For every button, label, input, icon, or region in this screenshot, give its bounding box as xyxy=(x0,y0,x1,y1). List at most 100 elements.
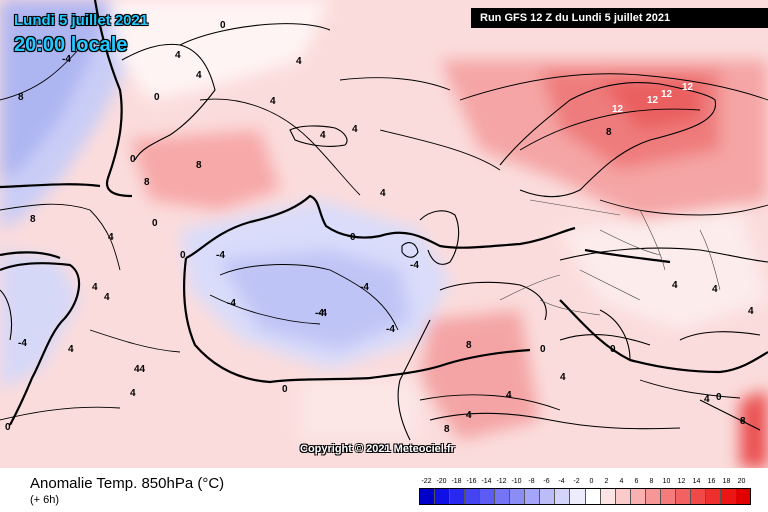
legend-swatch xyxy=(480,489,496,504)
legend-color-bar xyxy=(419,488,751,505)
legend-tick-label: 10 xyxy=(662,478,671,485)
contour-label: -4 xyxy=(360,282,369,293)
contour-label: 4 xyxy=(108,232,114,243)
legend-swatch xyxy=(465,489,481,504)
contour-label: 0 xyxy=(220,20,226,31)
contour-label: 12 xyxy=(682,82,694,93)
legend-swatch xyxy=(690,489,706,504)
contour-label: 12 xyxy=(647,95,659,106)
legend-swatch xyxy=(600,489,616,504)
legend-tick-label: 6 xyxy=(634,478,639,485)
legend-swatch xyxy=(540,489,556,504)
contour-label: 8 xyxy=(444,424,450,435)
legend-swatch xyxy=(420,489,436,504)
legend-swatch xyxy=(630,489,646,504)
temperature-anomaly-map: 8 -4 0 0 4 4 8 8 4 4 4 0 0 4 8 12 12 12 … xyxy=(0,0,768,468)
legend-tick-label: -14 xyxy=(481,478,492,485)
contour-label: 4 xyxy=(92,282,98,293)
zero-isotherm xyxy=(0,0,768,426)
contour-label: 8 xyxy=(466,340,472,351)
contour-label: 8 xyxy=(18,92,24,103)
contour-label: 12 xyxy=(612,104,624,115)
contour-label: 0 xyxy=(5,422,11,433)
legend-swatch xyxy=(705,489,721,504)
contour-label: 4 xyxy=(712,284,718,295)
contour-label: 12 xyxy=(661,89,673,100)
map-subtitle: (+ 6h) xyxy=(30,494,60,506)
legend-swatch xyxy=(645,489,661,504)
contour-label: 0 xyxy=(540,344,546,355)
contour-label: 4 xyxy=(270,96,276,107)
legend-tick-label: -6 xyxy=(543,478,550,485)
legend-ticks: -22 -20 -18 -16 -14 -12 -10 -8 -6 -4 -2 0 2 4 6 8 10 12 14… xyxy=(419,478,749,488)
isotherm-labels: 8 -4 0 0 4 4 8 8 4 4 4 0 0 4 8 12 12 12 … xyxy=(5,20,754,435)
contour-label: 4 xyxy=(196,70,202,81)
contour-label: 0 xyxy=(282,384,288,395)
run-info-box: Run GFS 12 Z du Lundi 5 juillet 2021 xyxy=(471,8,768,28)
legend-swatch xyxy=(735,489,751,504)
legend-swatch xyxy=(720,489,736,504)
contour-label: 4 xyxy=(104,292,110,303)
legend-tick-label: -22 xyxy=(421,478,432,485)
legend-tick-label: 12 xyxy=(677,478,686,485)
legend-tick-label: -20 xyxy=(436,478,447,485)
legend-tick-label: -16 xyxy=(466,478,477,485)
contour-label: -4 xyxy=(18,338,27,349)
contour-label: 4 xyxy=(380,188,386,199)
date-label: Lundi 5 juillet 2021 xyxy=(14,12,149,29)
contour-label: 8 xyxy=(30,214,36,225)
contour-label: 0 xyxy=(130,154,136,165)
contour-label: 4 xyxy=(68,344,74,355)
contour-label: -4 xyxy=(227,298,236,309)
contour-label: 4 xyxy=(748,306,754,317)
legend-swatch xyxy=(495,489,511,504)
contour-label: -4 xyxy=(318,308,327,319)
legend-swatch xyxy=(555,489,571,504)
anomaly-shading xyxy=(0,0,768,468)
legend-tick-label: 18 xyxy=(722,478,731,485)
contour-label: 0 xyxy=(152,218,158,229)
legend-swatch xyxy=(615,489,631,504)
contour-label: -4 xyxy=(62,54,71,65)
contour-label: 0 xyxy=(350,232,356,243)
color-legend: -22 -20 -18 -16 -14 -12 -10 -8 -6 -4 -2 0 2 4 6 8 10 12 14… xyxy=(419,478,751,505)
legend-swatch xyxy=(435,489,451,504)
copyright-notice: Copyright © 2021 Meteociel.fr xyxy=(300,443,455,455)
isotherm-lines xyxy=(0,47,768,421)
contour-label: 8 xyxy=(606,127,612,138)
legend-tick-label: -4 xyxy=(558,478,565,485)
legend-swatch xyxy=(450,489,466,504)
contour-label: 4 xyxy=(672,280,678,291)
contour-label: 4 xyxy=(352,124,358,135)
contour-label: 0 xyxy=(610,344,616,355)
legend-swatch xyxy=(510,489,526,504)
legend-tick-label: 0 xyxy=(589,478,594,485)
contour-label: 4 xyxy=(296,56,302,67)
legend-tick-label: 4 xyxy=(619,478,624,485)
coastlines xyxy=(0,23,768,441)
contour-label: 4 xyxy=(130,388,136,399)
contour-label: 8 xyxy=(196,160,202,171)
contour-label: -4 xyxy=(315,308,324,319)
legend-tick-label: 16 xyxy=(707,478,716,485)
country-borders xyxy=(499,199,721,316)
map-title: Anomalie Temp. 850hPa (°C) xyxy=(30,475,225,492)
contour-label: 44 xyxy=(134,364,146,375)
contour-label: 0 xyxy=(154,92,160,103)
contour-label: -4 xyxy=(216,250,225,261)
contour-label: -4 xyxy=(410,260,419,271)
legend-swatch xyxy=(660,489,676,504)
legend-swatch xyxy=(570,489,586,504)
legend-tick-label: 8 xyxy=(649,478,654,485)
legend-tick-label: 20 xyxy=(737,478,746,485)
contour-label: 4 xyxy=(704,394,710,405)
legend-tick-label: 2 xyxy=(604,478,609,485)
contour-label: 4 xyxy=(560,372,566,383)
contour-label: 8 xyxy=(144,177,150,188)
legend-tick-label: 14 xyxy=(692,478,701,485)
legend-swatch xyxy=(525,489,541,504)
contour-label: 4 xyxy=(466,410,472,421)
contour-label: 4 xyxy=(175,50,181,61)
contour-label: 8 xyxy=(740,416,746,427)
contour-label: -4 xyxy=(386,324,395,335)
